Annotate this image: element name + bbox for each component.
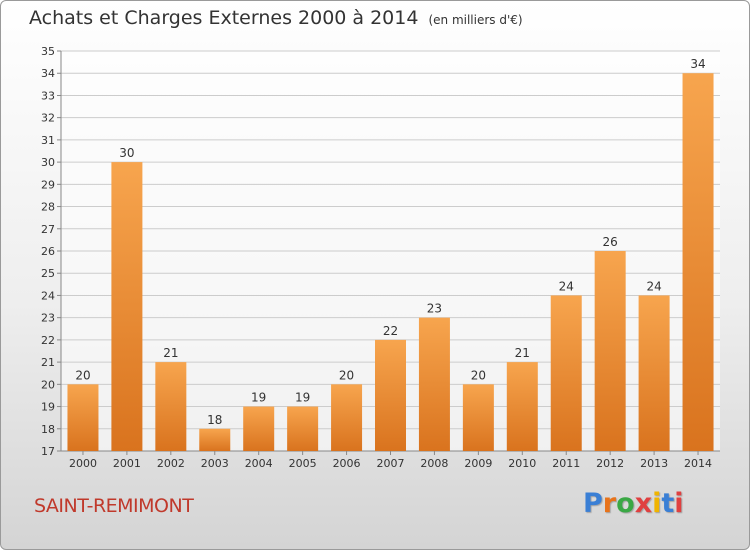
commune-name: SAINT-REMIMONT: [34, 495, 194, 517]
y-tick-label: 25: [41, 267, 55, 280]
y-tick-label: 33: [41, 89, 55, 102]
logo-letter: i: [674, 488, 684, 519]
bar-value-label: 20: [471, 368, 486, 382]
bar: [506, 362, 538, 451]
bar-value-label: 26: [603, 235, 618, 249]
y-tick-label: 35: [41, 45, 55, 58]
y-tick-label: 22: [41, 334, 55, 347]
x-tick-label: 2002: [157, 457, 185, 470]
y-tick-label: 29: [41, 178, 55, 191]
bar: [331, 384, 363, 451]
y-tick-label: 28: [41, 201, 55, 214]
x-tick-label: 2004: [245, 457, 273, 470]
y-tick-label: 27: [41, 223, 55, 236]
y-tick-label: 21: [41, 356, 55, 369]
y-tick-label: 17: [41, 445, 55, 458]
x-tick-label: 2012: [596, 457, 624, 470]
bar-value-label: 30: [119, 146, 134, 160]
bar: [550, 295, 582, 451]
bar-value-label: 24: [646, 279, 661, 293]
logo-letter: P: [583, 488, 603, 519]
bar: [594, 251, 626, 451]
bar: [287, 406, 319, 451]
x-tick-label: 2010: [508, 457, 536, 470]
y-tick-label: 32: [41, 112, 55, 125]
bar: [111, 162, 143, 451]
bar: [375, 339, 406, 451]
bar: [243, 406, 275, 451]
bar-value-label: 19: [251, 391, 266, 405]
x-tick-label: 2007: [377, 457, 405, 470]
bar: [638, 295, 670, 451]
bar-value-label: 20: [339, 368, 354, 382]
proxiti-logo: Proxiti: [583, 488, 684, 519]
bar-value-label: 23: [427, 302, 442, 316]
y-tick-label: 23: [41, 312, 55, 325]
y-tick-label: 18: [41, 423, 55, 436]
bar: [155, 362, 187, 451]
chart-title: Achats et Charges Externes 2000 à 2014: [29, 7, 419, 29]
y-tick-label: 19: [41, 401, 55, 414]
chart-subtitle: (en milliers d'€): [428, 13, 523, 27]
bar-value-label: 21: [163, 346, 178, 360]
x-tick-label: 2006: [333, 457, 361, 470]
x-tick-label: 2008: [420, 457, 448, 470]
bar-value-label: 20: [75, 368, 90, 382]
x-tick-label: 2005: [289, 457, 317, 470]
bar: [199, 428, 231, 451]
x-tick-label: 2011: [552, 457, 580, 470]
x-tick-label: 2014: [684, 457, 712, 470]
x-tick-label: 2003: [201, 457, 229, 470]
logo-letter: i: [652, 488, 662, 519]
x-tick-label: 2001: [113, 457, 141, 470]
bar-value-label: 19: [295, 391, 310, 405]
y-tick-label: 34: [41, 67, 55, 80]
logo-letter: t: [661, 488, 675, 519]
chart-title-block: Achats et Charges Externes 2000 à 2014 (e…: [29, 7, 523, 29]
y-tick-label: 20: [41, 378, 55, 391]
bar-value-label: 18: [207, 413, 222, 427]
y-tick-label: 26: [41, 245, 55, 258]
logo-letter: x: [634, 488, 653, 519]
x-tick-label: 2000: [69, 457, 97, 470]
bar: [418, 317, 450, 451]
logo-letter: r: [602, 488, 617, 519]
bar: [682, 73, 714, 451]
y-tick-label: 31: [41, 134, 55, 147]
bar-value-label: 22: [383, 324, 398, 338]
bar: [462, 384, 494, 451]
bar-value-label: 34: [690, 57, 705, 71]
y-tick-label: 24: [41, 289, 55, 302]
x-tick-label: 2013: [640, 457, 668, 470]
y-tick-label: 30: [41, 156, 55, 169]
logo-letter: o: [616, 488, 635, 519]
x-tick-label: 2009: [464, 457, 492, 470]
bar-value-label: 24: [559, 279, 574, 293]
bar: [67, 384, 99, 451]
bar-value-label: 21: [515, 346, 530, 360]
